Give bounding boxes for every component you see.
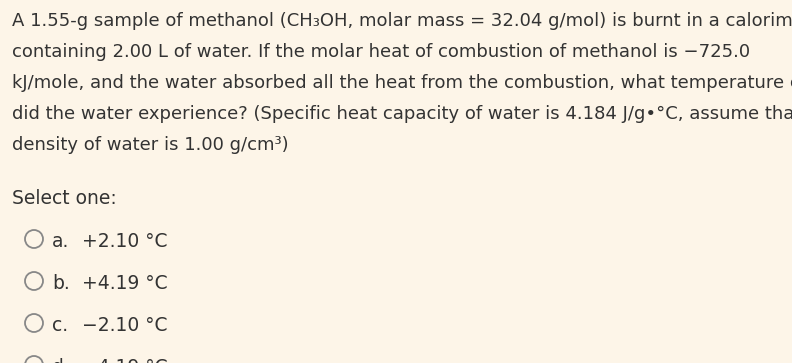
Text: d.: d. bbox=[52, 358, 70, 363]
Text: +4.19 °C: +4.19 °C bbox=[82, 274, 168, 293]
Text: did the water experience? (Specific heat capacity of water is 4.184 J/g•°C, assu: did the water experience? (Specific heat… bbox=[12, 105, 792, 123]
Text: c.: c. bbox=[52, 316, 68, 335]
Text: Select one:: Select one: bbox=[12, 189, 116, 208]
Text: A 1.55-g sample of methanol (CH₃OH, molar mass = 32.04 g/mol) is burnt in a calo: A 1.55-g sample of methanol (CH₃OH, mola… bbox=[12, 12, 792, 30]
Text: density of water is 1.00 g/cm³): density of water is 1.00 g/cm³) bbox=[12, 136, 288, 154]
Text: kJ/mole, and the water absorbed all the heat from the combustion, what temperatu: kJ/mole, and the water absorbed all the … bbox=[12, 74, 792, 92]
Text: −4.19 °C: −4.19 °C bbox=[82, 358, 168, 363]
Text: containing 2.00 L of water. If the molar heat of combustion of methanol is −725.: containing 2.00 L of water. If the molar… bbox=[12, 43, 750, 61]
Text: +2.10 °C: +2.10 °C bbox=[82, 232, 167, 251]
Text: a.: a. bbox=[52, 232, 70, 251]
Text: −2.10 °C: −2.10 °C bbox=[82, 316, 167, 335]
Text: b.: b. bbox=[52, 274, 70, 293]
